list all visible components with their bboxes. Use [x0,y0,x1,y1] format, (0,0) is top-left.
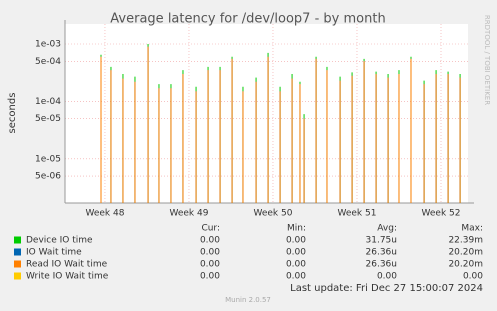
chart-title: Average latency for /dev/loop7 - by mont… [110,12,385,27]
legend-stat: 0.00 [286,260,306,270]
legend-stat: 22.39m [448,236,483,246]
legend-label: Device IO time [26,236,93,246]
legend-stat: 0.00 [286,248,306,258]
x-tick-label: Week 49 [169,209,208,219]
y-axis-label: seconds [7,93,18,134]
legend-swatch [14,248,21,256]
y-tick-label: 5e-06 [35,172,61,182]
legend-label: Read IO Wait time [26,260,108,270]
stat-header: Cur: [201,224,220,234]
legend-stat: 0.00 [200,272,220,282]
y-tick-label: 1e-04 [35,97,61,107]
legend-stat: 31.75u [366,236,397,246]
side-label: RRDTOOL / TOBI OETIKER [483,15,491,105]
legend-swatch [14,272,21,280]
footer: Munin 2.0.57 [225,296,271,304]
legend-stat: 0.00 [200,236,220,246]
x-tick-label: Week 50 [253,209,292,219]
y-tick-label: 1e-05 [35,154,61,164]
legend-stat: 0.00 [286,236,306,246]
legend-stat: 20.20m [448,260,483,270]
legend-stat: 0.00 [200,248,220,258]
legend-swatch [14,236,21,244]
plot-area [65,24,468,203]
legend-label: Write IO Wait time [26,272,109,282]
legend-stat: 0.00 [377,272,397,282]
legend-label: IO Wait time [26,248,82,258]
y-tick-label: 1e-03 [35,39,61,49]
y-tick-label: 5e-04 [35,57,61,67]
stat-header: Avg: [377,224,397,234]
x-tick-label: Week 51 [337,209,376,219]
last-update: Last update: Fri Dec 27 15:00:07 2024 [290,283,483,294]
legend-stat: 20.20m [448,248,483,258]
x-tick-label: Week 52 [422,209,461,219]
legend-stat: 0.00 [200,260,220,270]
legend-stat: 0.00 [463,272,483,282]
legend-stat: 26.36u [366,260,397,270]
stat-header: Max: [461,224,483,234]
legend-stat: 26.36u [366,248,397,258]
stat-header: Min: [287,224,306,234]
x-tick-label: Week 48 [85,209,124,219]
y-tick-label: 5e-05 [35,114,61,124]
legend-stat: 0.00 [286,272,306,282]
legend-swatch [14,260,21,268]
